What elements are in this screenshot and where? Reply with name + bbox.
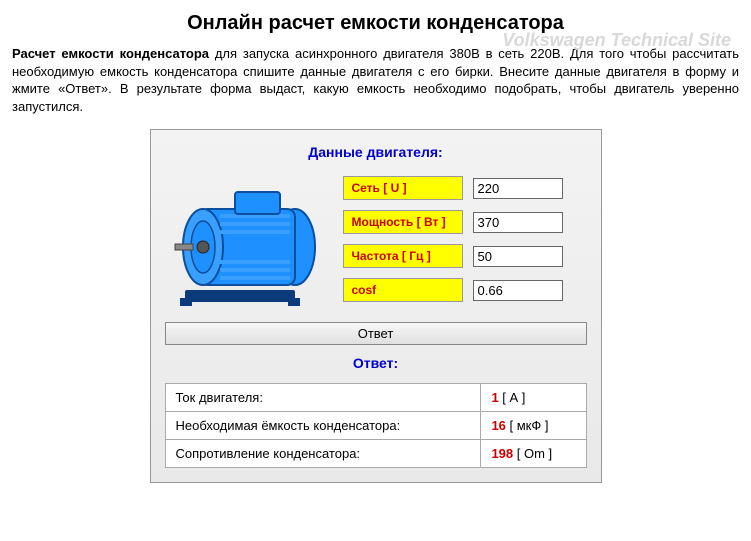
- field-row-frequency: Частота [ Гц ]: [343, 244, 587, 268]
- result-row-current: Ток двигателя: 1 [ А ]: [165, 384, 586, 412]
- input-power[interactable]: [473, 212, 563, 233]
- result-value-current: 1 [ А ]: [481, 384, 586, 412]
- result-label-capacitance: Необходимая ёмкость конденсатора:: [165, 412, 481, 440]
- input-cosf[interactable]: [473, 280, 563, 301]
- result-value-capacitance: 16 [ мкФ ]: [481, 412, 586, 440]
- label-power: Мощность [ Вт ]: [343, 210, 463, 234]
- inputs-row: Сеть [ U ] Мощность [ Вт ] Частота [ Гц …: [165, 172, 587, 312]
- submit-row: Ответ: [165, 322, 587, 345]
- field-row-cosf: cosf: [343, 278, 587, 302]
- page-title: Онлайн расчет емкости конденсатора: [12, 12, 739, 35]
- label-frequency: Частота [ Гц ]: [343, 244, 463, 268]
- submit-button[interactable]: Ответ: [165, 322, 587, 345]
- intro-paragraph: Расчет емкости конденсатора для запуска …: [12, 45, 739, 115]
- motor-image: [165, 172, 325, 312]
- fields-column: Сеть [ U ] Мощность [ Вт ] Частота [ Гц …: [343, 172, 587, 312]
- label-cosf: cosf: [343, 278, 463, 302]
- calculator-panel: Данные двигателя:: [150, 129, 602, 483]
- result-value-resistance: 198 [ Om ]: [481, 440, 586, 468]
- input-voltage[interactable]: [473, 178, 563, 199]
- answer-header: Ответ:: [165, 355, 587, 371]
- field-row-voltage: Сеть [ U ]: [343, 176, 587, 200]
- result-row-resistance: Сопротивление конденсатора: 198 [ Om ]: [165, 440, 586, 468]
- results-table: Ток двигателя: 1 [ А ] Необходимая ёмкос…: [165, 383, 587, 468]
- field-row-power: Мощность [ Вт ]: [343, 210, 587, 234]
- result-label-resistance: Сопротивление конденсатора:: [165, 440, 481, 468]
- result-row-capacitance: Необходимая ёмкость конденсатора: 16 [ м…: [165, 412, 586, 440]
- intro-bold: Расчет емкости конденсатора: [12, 46, 209, 61]
- label-voltage: Сеть [ U ]: [343, 176, 463, 200]
- inputs-header: Данные двигателя:: [165, 144, 587, 160]
- result-label-current: Ток двигателя:: [165, 384, 481, 412]
- input-frequency[interactable]: [473, 246, 563, 267]
